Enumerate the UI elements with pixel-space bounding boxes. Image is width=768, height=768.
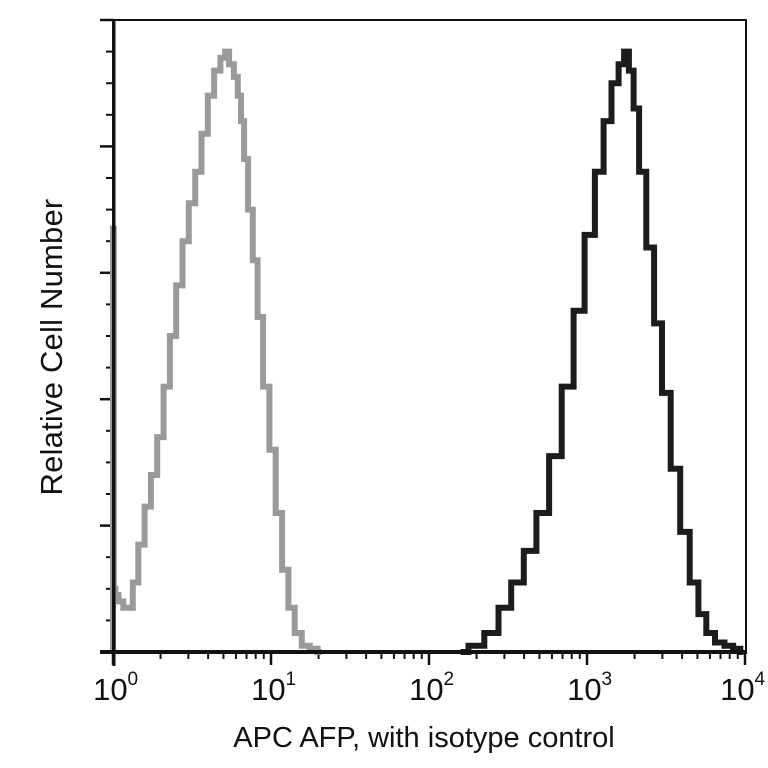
x-tick-label-10e1: 101 — [251, 669, 297, 707]
x-tick-label-10e2: 102 — [409, 669, 455, 707]
x-tick-label-10e4: 104 — [720, 669, 766, 707]
x-axis-label: APC AFP, with isotype control — [233, 722, 615, 754]
afp-curve — [460, 48, 744, 655]
y-axis-label: Relative Cell Number — [34, 198, 69, 496]
x-tick-label-10e0: 100 — [93, 669, 139, 707]
isotype-control-curve — [110, 48, 322, 655]
axis-ticks — [100, 18, 747, 665]
x-tick-label-10e3: 103 — [567, 669, 613, 707]
